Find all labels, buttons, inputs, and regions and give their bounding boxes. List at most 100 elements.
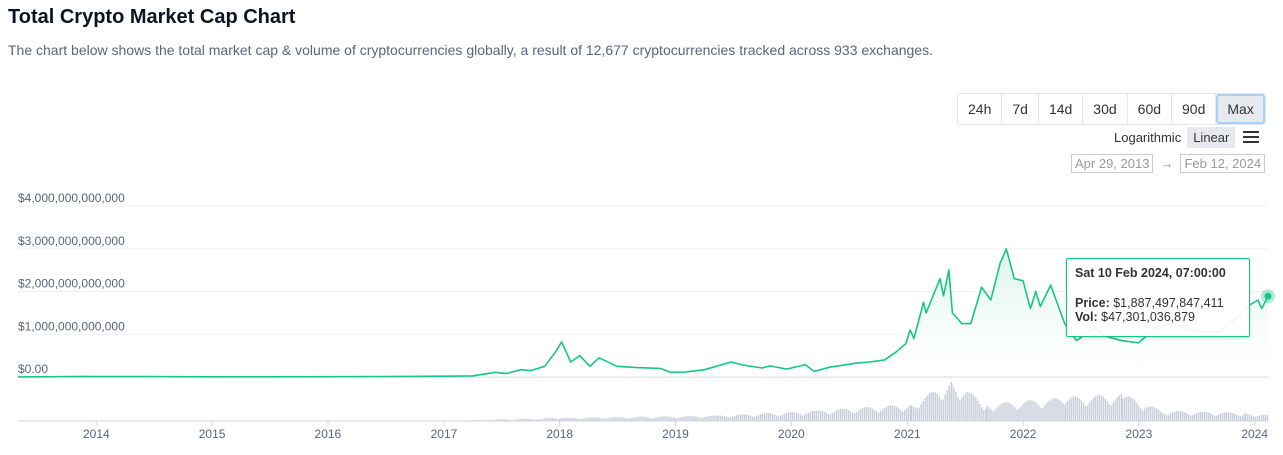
tooltip-price-label: Price: xyxy=(1075,296,1110,310)
volume-bar xyxy=(1182,411,1184,421)
x-tick-label: 2020 xyxy=(778,427,805,441)
volume-bar xyxy=(883,407,886,421)
volume-bar xyxy=(1054,398,1056,421)
volume-bar xyxy=(756,415,758,421)
logarithmic-button[interactable]: Logarithmic xyxy=(1114,129,1182,145)
volume-bar xyxy=(1020,406,1022,421)
volume-bar xyxy=(646,417,648,421)
volume-bar xyxy=(863,407,866,421)
volume-bar xyxy=(582,418,584,421)
range-tab-24h[interactable]: 24h xyxy=(958,94,1003,124)
volume-bar xyxy=(598,417,600,421)
volume-bar xyxy=(1026,401,1028,421)
volume-bar xyxy=(920,404,922,421)
volume-bar xyxy=(726,416,728,421)
volume-bar xyxy=(788,412,790,421)
range-tab-90d[interactable]: 90d xyxy=(1172,94,1217,124)
volume-bar xyxy=(1116,397,1119,421)
volume-bar xyxy=(1178,411,1180,421)
linear-button[interactable]: Linear xyxy=(1187,126,1236,148)
volume-bar xyxy=(1052,398,1054,421)
volume-bar xyxy=(620,417,622,421)
volume-bar xyxy=(764,413,766,421)
volume-bar xyxy=(602,418,604,421)
range-tab-7d[interactable]: 7d xyxy=(1002,94,1039,124)
volume-bar xyxy=(922,401,924,421)
volume-bar xyxy=(1072,396,1075,421)
volume-bar xyxy=(728,417,730,421)
volume-bar xyxy=(1112,402,1115,421)
volume-bar xyxy=(831,412,834,421)
volume-bar xyxy=(1244,413,1247,421)
volume-bar xyxy=(806,413,808,421)
volume-bar xyxy=(1194,413,1196,421)
volume-bar xyxy=(843,408,846,421)
volume-bar xyxy=(1146,407,1148,421)
volume-bar xyxy=(628,418,630,421)
volume-bar xyxy=(1170,413,1172,421)
volume-bar xyxy=(1132,398,1134,421)
tooltip-price-row: Price: $1,887,497,847,411 xyxy=(1075,296,1241,310)
scale-toggle: Logarithmic Linear xyxy=(1108,125,1260,149)
volume-bar xyxy=(600,418,602,421)
volume-bar xyxy=(1192,415,1194,421)
volume-bar xyxy=(562,418,564,421)
range-tab-max[interactable]: Max xyxy=(1216,94,1265,124)
range-tab-14d[interactable]: 14d xyxy=(1038,94,1084,124)
volume-bar xyxy=(821,411,824,421)
tooltip-date: Sat 10 Feb 2024, 07:00:00 xyxy=(1075,266,1226,280)
volume-bar xyxy=(839,409,842,421)
volume-bar xyxy=(1140,408,1142,421)
volume-bar xyxy=(1236,414,1238,421)
volume-bar xyxy=(873,409,876,421)
volume-bar xyxy=(1228,412,1230,421)
volume-bar xyxy=(1242,415,1244,421)
volume-bar xyxy=(786,412,788,421)
volume-bar xyxy=(1128,396,1130,421)
volume-bar xyxy=(1068,399,1071,421)
volume-bar xyxy=(1064,403,1067,421)
volume-bar xyxy=(792,411,794,421)
volume-bar xyxy=(823,411,826,421)
volume-bar xyxy=(1058,399,1060,421)
volume-bar xyxy=(1210,413,1212,421)
volume-bar xyxy=(616,417,618,421)
volume-bar xyxy=(1090,400,1093,421)
volume-bar xyxy=(1202,411,1204,421)
volume-bar xyxy=(523,418,526,421)
volume-bar xyxy=(696,416,698,421)
volume-bar xyxy=(517,419,520,421)
volume-bar xyxy=(1226,412,1228,421)
volume-bar xyxy=(676,418,678,421)
hamburger-menu-icon[interactable] xyxy=(1243,131,1260,143)
volume-bar xyxy=(1076,397,1079,421)
volume-bar xyxy=(901,411,904,421)
volume-bar xyxy=(1124,397,1126,421)
volume-bar xyxy=(1148,406,1150,421)
x-tick-label: 2024 xyxy=(1241,427,1268,441)
volume-bar xyxy=(746,414,748,421)
volume-bar xyxy=(926,395,928,421)
volume-bar xyxy=(1008,402,1010,421)
volume-bar xyxy=(963,395,965,421)
date-to-input[interactable]: Feb 12, 2024 xyxy=(1180,154,1266,173)
volume-bar xyxy=(507,419,510,421)
volume-bar xyxy=(724,416,726,421)
volume-bar xyxy=(981,407,983,421)
range-tab-60d[interactable]: 60d xyxy=(1127,94,1173,124)
volume-bar xyxy=(537,419,540,421)
volume-bar xyxy=(784,413,786,421)
volume-bar xyxy=(887,405,890,421)
range-tab-30d[interactable]: 30d xyxy=(1083,94,1128,124)
volume-bar xyxy=(849,411,852,421)
volume-bar xyxy=(684,416,686,421)
volume-bar xyxy=(650,418,652,421)
volume-bar xyxy=(624,417,626,421)
volume-bar xyxy=(1102,396,1105,421)
volume-bar xyxy=(871,408,874,421)
volume-bar xyxy=(1250,415,1253,421)
volume-bar xyxy=(857,410,860,421)
volume-bar xyxy=(1030,400,1032,421)
volume-bar xyxy=(1038,405,1040,421)
date-from-input[interactable]: Apr 29, 2013 xyxy=(1071,154,1154,173)
